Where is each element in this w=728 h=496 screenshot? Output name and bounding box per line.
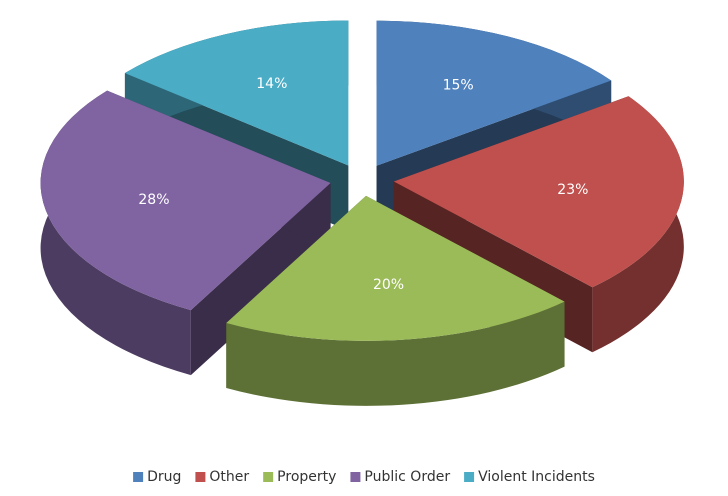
data-label: 15% [443, 78, 474, 94]
legend-swatch [133, 472, 144, 482]
slice: 28% [40, 90, 331, 376]
legend-swatch [350, 472, 361, 482]
slice-top [40, 90, 331, 311]
legend-label: Property [277, 469, 336, 485]
data-label: 20% [373, 277, 404, 293]
legend-label: Public Order [364, 469, 450, 485]
slice-top [376, 20, 612, 166]
data-label: 14% [256, 76, 287, 92]
legend-label: Violent Incidents [478, 469, 595, 485]
legend-label: Drug [147, 469, 181, 485]
data-label: 28% [138, 192, 169, 208]
legend-label: Other [209, 469, 249, 485]
slice-side [226, 301, 565, 406]
slice-top [124, 20, 349, 166]
legend-swatch [263, 472, 274, 482]
legend-swatch [195, 472, 206, 482]
slice: 20% [226, 195, 565, 406]
legend-swatch [464, 472, 475, 482]
slice-top [226, 195, 565, 341]
legend: Drug Other Property Public Order Violent Inc… [133, 469, 595, 485]
slice-top [393, 96, 684, 288]
data-label: 23% [557, 182, 588, 198]
